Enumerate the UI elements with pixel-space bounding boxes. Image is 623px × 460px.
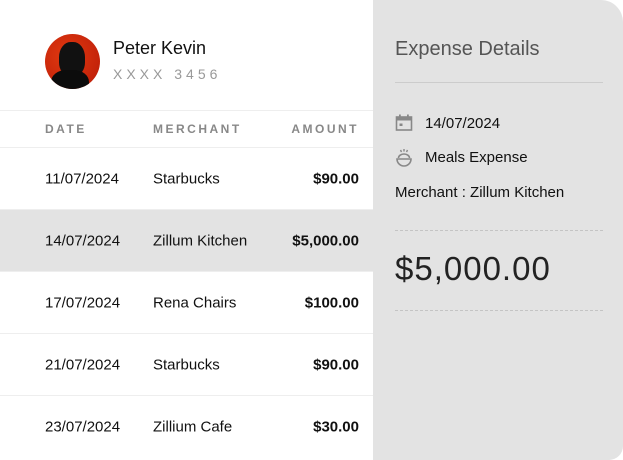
header-merchant: MERCHANT (153, 122, 242, 136)
row-amount: $90.00 (313, 356, 359, 373)
card-number: XXXX 3456 (113, 66, 222, 82)
row-date: 11/07/2024 (45, 170, 119, 187)
table-row[interactable]: 11/07/2024 Starbucks $90.00 (0, 148, 373, 210)
row-merchant: Zillium Cafe (153, 418, 233, 436)
table-row-selected[interactable]: 14/07/2024 Zillum Kitchen $5,000.00 (0, 210, 373, 272)
divider (395, 82, 603, 83)
row-merchant: Starbucks (153, 170, 220, 187)
row-date: 14/07/2024 (45, 232, 121, 249)
table-row[interactable]: 17/07/2024 Rena Chairs $100.00 (0, 272, 373, 334)
row-date: 21/07/2024 (45, 356, 121, 373)
expense-table: DATE MERCHANT AMOUNT 11/07/2024 Starbuck… (0, 110, 373, 458)
calendar-icon (395, 114, 413, 131)
header-date: DATE (45, 122, 87, 136)
details-category: Meals Expense (395, 147, 528, 167)
user-header: Peter Kevin XXXX 3456 (0, 0, 373, 110)
row-amount: $5,000.00 (292, 232, 359, 249)
table-row[interactable]: 21/07/2024 Starbucks $90.00 (0, 334, 373, 396)
details-date-text: 14/07/2024 (425, 114, 501, 132)
table-header: DATE MERCHANT AMOUNT (0, 110, 373, 148)
row-date: 17/07/2024 (45, 294, 121, 311)
row-merchant: Zillum Kitchen (153, 232, 248, 249)
user-name: Peter Kevin (113, 38, 207, 58)
details-merchant: Merchant : Zillum Kitchen (395, 184, 565, 201)
row-amount: $90.00 (313, 170, 359, 187)
header-amount: AMOUNT (291, 122, 359, 136)
details-title: Expense Details (395, 38, 540, 60)
meal-bowl-icon (396, 149, 412, 167)
row-merchant: Rena Chairs (153, 294, 237, 311)
divider (395, 230, 603, 231)
row-merchant: Starbucks (153, 356, 220, 373)
divider (395, 310, 603, 311)
row-amount: $30.00 (313, 418, 359, 436)
expense-details-panel: Expense Details 14/07/2024 Meals Expense… (373, 0, 623, 460)
details-amount: $5,000.00 (395, 250, 551, 287)
details-date: 14/07/2024 (395, 114, 500, 132)
table-row[interactable]: 23/07/2024 Zillium Cafe $30.00 (0, 396, 373, 458)
row-amount: $100.00 (304, 294, 359, 311)
row-date: 23/07/2024 (45, 418, 121, 436)
avatar (45, 34, 100, 89)
details-category-text: Meals Expense (425, 148, 528, 166)
